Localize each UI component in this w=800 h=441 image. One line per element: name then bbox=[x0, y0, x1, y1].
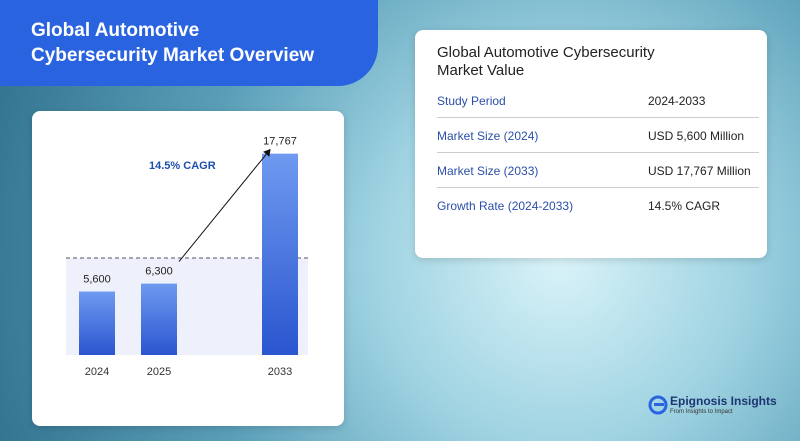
x-tick-label: 2025 bbox=[147, 366, 171, 378]
annotation: 14.5% CAGR bbox=[149, 160, 216, 172]
logo-name: Epignosis Insights bbox=[670, 394, 777, 408]
chart-card: 2024 5,600 2025 6,300 2033 17,767 14.5% CAGR bbox=[32, 111, 344, 426]
row-label: Market Size (2024) bbox=[437, 129, 539, 143]
logo: Epignosis Insights From Insights to Impa… bbox=[648, 394, 777, 421]
value-label: 5,600 bbox=[83, 273, 111, 285]
value-label: 6,300 bbox=[145, 266, 173, 278]
row-label: Study Period bbox=[437, 94, 506, 108]
logo-tagline: From Insights to Impact bbox=[670, 409, 733, 415]
bar bbox=[262, 153, 298, 355]
logo-icon bbox=[648, 395, 668, 415]
row-label: Growth Rate (2024-2033) bbox=[437, 199, 574, 213]
table-card: Global Automotive Cybersecurity Market V… bbox=[415, 30, 767, 258]
bar bbox=[141, 283, 177, 355]
row-label: Market Size (2033) bbox=[437, 164, 539, 178]
chart: 2024 5,600 2025 6,300 2033 17,767 14.5% CAGR bbox=[66, 136, 308, 378]
value-label: 17,767 bbox=[263, 136, 297, 148]
table-row: Study Period 2024-2033 bbox=[437, 83, 759, 118]
table-title: Global Automotive Cybersecurity Market V… bbox=[437, 44, 655, 79]
table-row: Market Size (2033) USD 17,767 Million bbox=[437, 153, 759, 188]
banner: Global Automotive Cybersecurity Market O… bbox=[0, 0, 378, 86]
x-tick-label: 2033 bbox=[268, 366, 292, 378]
table-row: Growth Rate (2024-2033) 14.5% CAGR bbox=[437, 188, 759, 222]
row-value: USD 17,767 Million bbox=[648, 164, 751, 178]
cagr-arrow bbox=[178, 148, 271, 262]
row-value: USD 5,600 Million bbox=[648, 129, 745, 143]
table-row: Market Size (2024) USD 5,600 Million bbox=[437, 118, 759, 153]
row-value: 2024-2033 bbox=[648, 94, 706, 108]
bar bbox=[79, 291, 115, 355]
x-tick-label: 2024 bbox=[85, 366, 109, 378]
row-value: 14.5% CAGR bbox=[648, 199, 721, 213]
page-title: Global Automotive Cybersecurity Market O… bbox=[31, 20, 315, 66]
